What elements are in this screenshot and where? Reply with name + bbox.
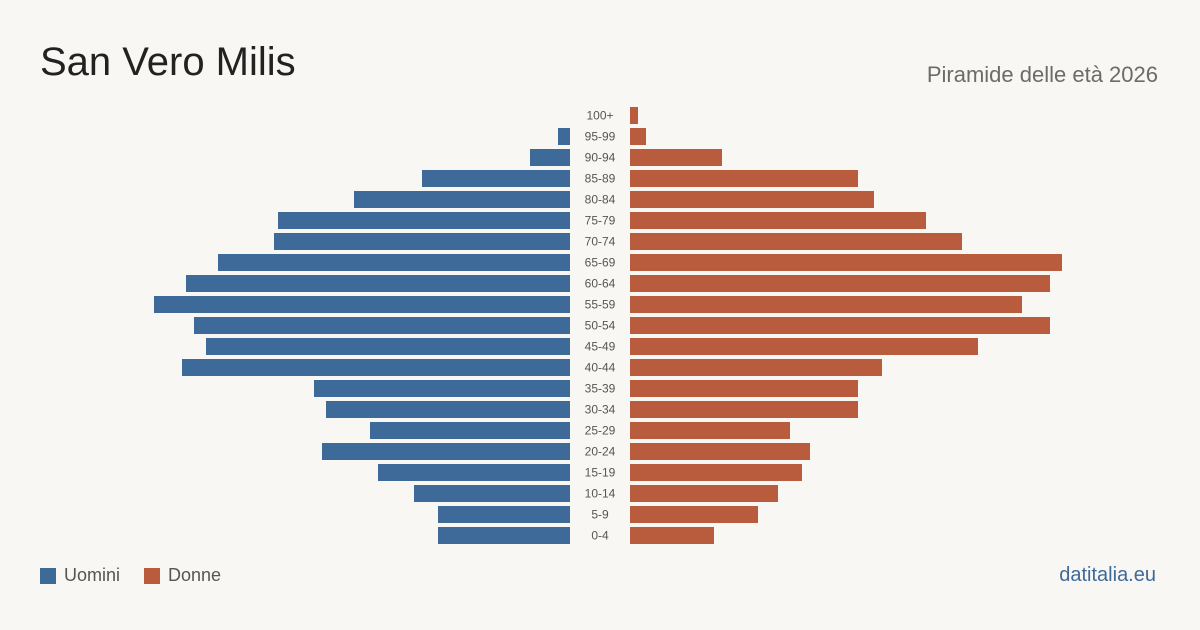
bar-women-60-64	[630, 275, 1050, 292]
age-label-45-49: 45-49	[585, 340, 616, 354]
bar-men-80-84	[354, 191, 570, 208]
source-link[interactable]: datitalia.eu	[1059, 564, 1156, 586]
bar-women-5-9	[630, 506, 758, 523]
bar-women-100+	[630, 107, 638, 124]
bar-women-0-4	[630, 527, 714, 544]
bar-men-90-94	[530, 149, 570, 166]
age-label-35-39: 35-39	[585, 382, 616, 396]
bar-men-95-99	[558, 128, 570, 145]
age-label-60-64: 60-64	[585, 277, 616, 291]
bar-women-70-74	[630, 233, 962, 250]
bar-men-25-29	[370, 422, 570, 439]
bar-women-85-89	[630, 170, 858, 187]
bar-women-65-69	[630, 254, 1062, 271]
bar-men-40-44	[182, 359, 570, 376]
age-label-50-54: 50-54	[585, 319, 616, 333]
legend-swatch-women	[144, 567, 161, 584]
age-label-100+: 100+	[586, 109, 613, 123]
age-label-80-84: 80-84	[585, 193, 616, 207]
bar-women-80-84	[630, 191, 874, 208]
age-label-55-59: 55-59	[585, 298, 616, 312]
age-label-0-4: 0-4	[591, 529, 609, 543]
bar-women-30-34	[630, 401, 858, 418]
bar-men-55-59	[154, 296, 570, 313]
age-label-20-24: 20-24	[585, 445, 616, 459]
age-label-5-9: 5-9	[591, 508, 609, 522]
bar-men-65-69	[218, 254, 570, 271]
age-label-85-89: 85-89	[585, 172, 616, 186]
bar-women-20-24	[630, 443, 810, 460]
bar-women-90-94	[630, 149, 722, 166]
bar-women-35-39	[630, 380, 858, 397]
age-label-70-74: 70-74	[585, 235, 616, 249]
legend: Uomini Donne	[40, 565, 245, 586]
bar-men-60-64	[186, 275, 570, 292]
age-label-90-94: 90-94	[585, 151, 616, 165]
chart-subtitle: Piramide delle età 2026	[926, 62, 1158, 87]
bar-men-85-89	[422, 170, 570, 187]
bar-women-40-44	[630, 359, 882, 376]
chart-title: San Vero Milis	[40, 40, 296, 84]
bar-women-10-14	[630, 485, 778, 502]
bar-women-25-29	[630, 422, 790, 439]
bar-men-50-54	[194, 317, 570, 334]
bar-men-30-34	[326, 401, 570, 418]
bar-women-95-99	[630, 128, 646, 145]
bar-men-45-49	[206, 338, 570, 355]
bar-women-50-54	[630, 317, 1050, 334]
bar-women-75-79	[630, 212, 926, 229]
bar-men-70-74	[274, 233, 570, 250]
bar-men-20-24	[322, 443, 570, 460]
bar-men-75-79	[278, 212, 570, 229]
age-label-25-29: 25-29	[585, 424, 616, 438]
age-label-40-44: 40-44	[585, 361, 616, 375]
bar-men-10-14	[414, 485, 570, 502]
bar-men-35-39	[314, 380, 570, 397]
bar-men-15-19	[378, 464, 570, 481]
age-label-95-99: 95-99	[585, 130, 616, 144]
legend-item-women: Donne	[144, 565, 221, 586]
age-label-10-14: 10-14	[585, 487, 616, 501]
legend-label-women: Donne	[168, 565, 222, 585]
bar-women-45-49	[630, 338, 978, 355]
bar-men-5-9	[438, 506, 570, 523]
legend-label-men: Uomini	[64, 565, 121, 585]
age-label-15-19: 15-19	[585, 466, 616, 480]
legend-swatch-men	[40, 567, 56, 584]
legend-item-men: Uomini	[40, 565, 120, 586]
age-label-65-69: 65-69	[585, 256, 616, 270]
bar-women-55-59	[630, 296, 1022, 313]
bar-women-15-19	[630, 464, 802, 481]
age-label-30-34: 30-34	[585, 403, 616, 417]
bar-men-0-4	[438, 527, 570, 544]
age-label-75-79: 75-79	[585, 214, 616, 228]
